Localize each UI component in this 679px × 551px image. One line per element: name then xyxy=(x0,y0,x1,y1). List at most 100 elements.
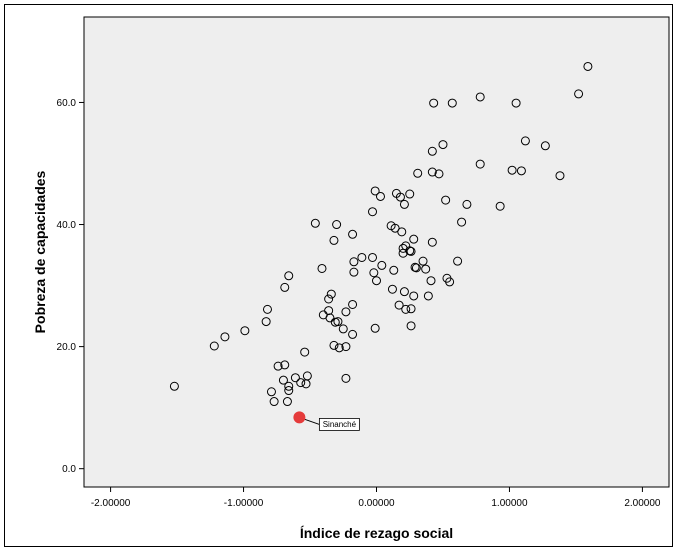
data-point xyxy=(284,381,294,391)
plot-area xyxy=(83,16,670,488)
data-point xyxy=(334,343,344,353)
data-point xyxy=(368,207,378,217)
data-point xyxy=(370,186,380,196)
y-axis-title: Pobreza de capacidades xyxy=(32,170,48,333)
data-point xyxy=(389,265,399,275)
y-tick-label: 20.0 xyxy=(57,342,77,353)
data-point xyxy=(429,98,439,108)
data-point xyxy=(411,263,421,273)
data-point xyxy=(540,141,550,151)
data-point xyxy=(349,257,359,267)
y-tick-label: 0.0 xyxy=(62,464,76,475)
data-point xyxy=(310,218,320,228)
x-axis-title: Índice de rezago social xyxy=(300,525,453,541)
data-point xyxy=(357,252,367,262)
data-point xyxy=(427,167,437,177)
data-point xyxy=(427,237,437,247)
data-point xyxy=(445,277,455,287)
data-point xyxy=(423,291,433,301)
data-point xyxy=(296,378,306,388)
data-point xyxy=(280,360,290,370)
y-tick-label: 60.0 xyxy=(57,98,77,109)
data-point xyxy=(209,341,219,351)
data-point xyxy=(399,199,409,209)
data-points xyxy=(169,61,593,407)
data-point xyxy=(520,136,530,146)
data-point xyxy=(300,347,310,357)
data-point xyxy=(405,189,415,199)
data-point xyxy=(462,199,472,209)
data-point xyxy=(273,361,283,371)
data-point xyxy=(434,169,444,179)
data-point xyxy=(447,98,457,108)
data-point xyxy=(427,146,437,156)
data-point xyxy=(341,342,351,352)
y-tick-label: 40.0 xyxy=(57,220,77,231)
data-point xyxy=(290,373,300,383)
annotation: Sinanché xyxy=(293,411,360,431)
annotation-label: Sinanché xyxy=(323,420,357,429)
data-point xyxy=(220,332,230,342)
data-point xyxy=(409,291,419,301)
data-point xyxy=(390,223,400,233)
data-point xyxy=(507,165,517,175)
data-point xyxy=(324,294,334,304)
data-point xyxy=(240,326,250,336)
data-point xyxy=(397,227,407,237)
data-point xyxy=(284,271,294,281)
data-point xyxy=(457,217,467,227)
data-point xyxy=(583,61,593,71)
data-point xyxy=(326,289,336,299)
data-point xyxy=(369,268,379,278)
data-point xyxy=(301,379,311,389)
x-tick-label: 2.00000 xyxy=(624,498,661,509)
data-point xyxy=(372,276,381,286)
data-point xyxy=(574,89,584,99)
data-point xyxy=(495,201,505,211)
x-tick-label: 0.00000 xyxy=(358,498,395,509)
data-point xyxy=(282,397,292,407)
annotation-box xyxy=(318,418,360,431)
data-point xyxy=(269,397,279,407)
data-point xyxy=(266,387,276,397)
data-point xyxy=(338,324,348,334)
data-point xyxy=(421,264,431,274)
data-point xyxy=(413,168,423,178)
data-point xyxy=(341,373,351,383)
axes: 0.0 20.0 40.0 60.0 -2.00000 -1.00000 0.00000 1.… xyxy=(57,98,661,509)
data-point xyxy=(332,220,342,230)
data-point xyxy=(349,267,359,277)
data-point xyxy=(426,276,436,286)
data-point xyxy=(441,195,451,205)
data-point xyxy=(418,256,428,266)
data-point xyxy=(516,166,526,176)
data-point xyxy=(278,375,288,385)
data-point xyxy=(329,340,339,350)
data-point xyxy=(341,307,351,317)
data-point xyxy=(398,243,408,253)
data-point xyxy=(475,92,485,102)
data-point xyxy=(406,321,416,331)
data-point xyxy=(375,191,385,201)
data-point xyxy=(555,171,565,181)
data-point xyxy=(401,304,411,314)
data-point xyxy=(329,235,339,245)
data-point xyxy=(406,304,416,314)
data-point xyxy=(284,386,294,396)
data-point xyxy=(348,299,358,309)
data-point xyxy=(387,284,397,294)
highlighted-point xyxy=(293,411,306,424)
data-point xyxy=(438,140,448,150)
data-point xyxy=(348,329,358,339)
data-point xyxy=(409,234,419,244)
x-tick-label: -1.00000 xyxy=(224,498,264,509)
data-point xyxy=(377,260,387,270)
data-point xyxy=(395,192,405,202)
data-point xyxy=(324,306,334,316)
data-point xyxy=(261,317,271,327)
x-tick-label: 1.00000 xyxy=(491,498,528,509)
data-point xyxy=(317,263,327,273)
data-point xyxy=(333,317,343,327)
x-tick-label: -2.00000 xyxy=(91,498,131,509)
